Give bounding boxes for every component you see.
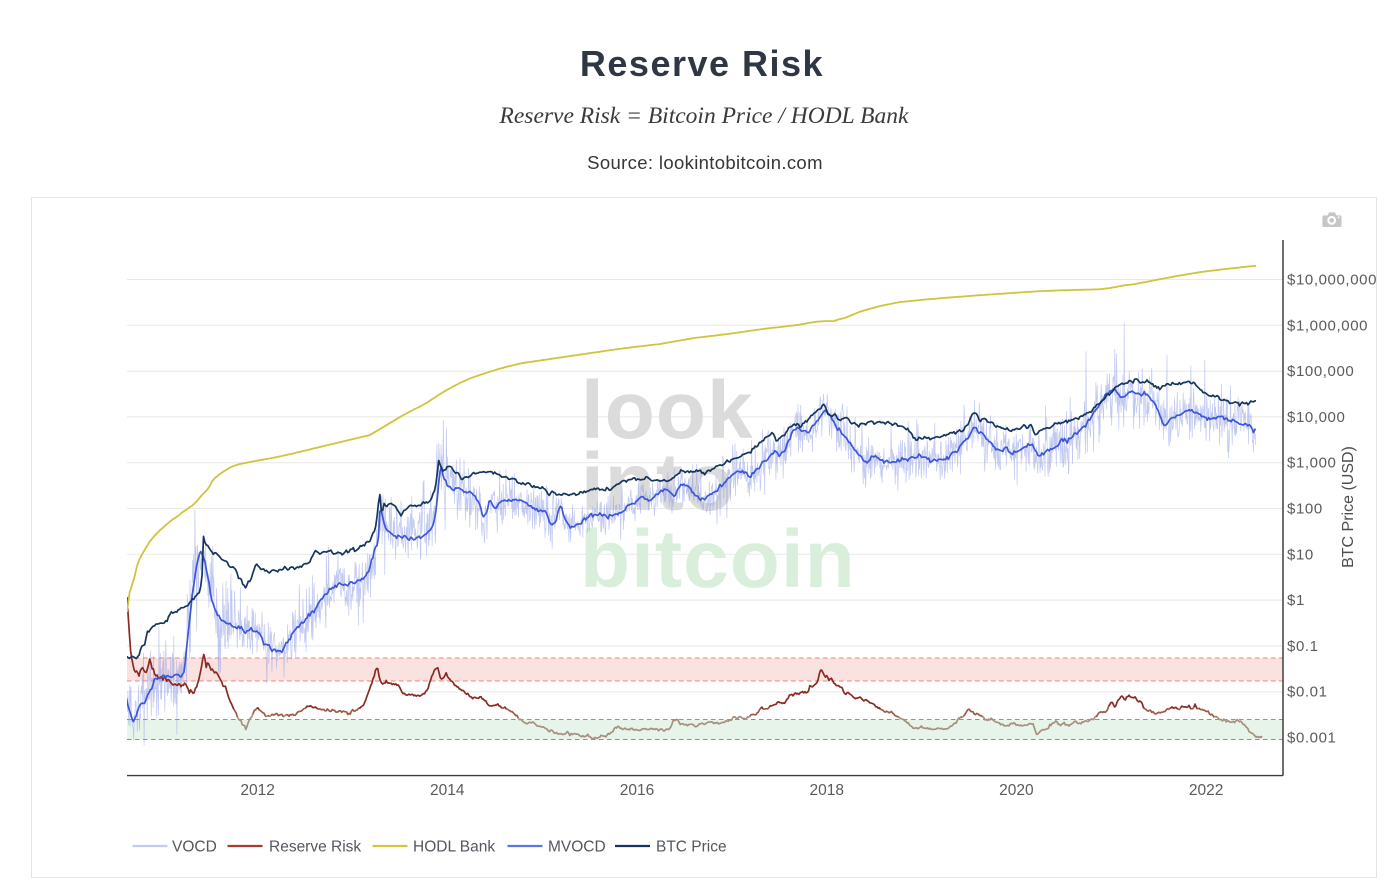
svg-text:HODL Bank: HODL Bank <box>413 839 495 856</box>
svg-text:$100: $100 <box>1287 501 1323 518</box>
svg-text:2014: 2014 <box>430 782 465 799</box>
svg-text:$0.01: $0.01 <box>1287 684 1328 701</box>
svg-text:$10,000: $10,000 <box>1287 409 1345 426</box>
svg-text:Reserve Risk: Reserve Risk <box>580 43 824 84</box>
svg-text:$100,000: $100,000 <box>1287 363 1354 380</box>
svg-text:VOCD: VOCD <box>172 839 217 856</box>
svg-text:MVOCD: MVOCD <box>548 839 606 856</box>
svg-text:$0.1: $0.1 <box>1287 638 1319 655</box>
svg-text:Reserve Risk = Bitcoin Price /: Reserve Risk = Bitcoin Price / HODL Bank <box>499 103 910 129</box>
svg-text:2018: 2018 <box>809 782 843 799</box>
svg-text:2022: 2022 <box>1189 782 1223 799</box>
svg-text:BTC Price: BTC Price <box>656 839 727 856</box>
svg-text:$1: $1 <box>1287 592 1305 609</box>
svg-text:Source: lookintobitcoin.com: Source: lookintobitcoin.com <box>587 152 823 173</box>
svg-text:bitcoin: bitcoin <box>580 514 856 605</box>
svg-text:2012: 2012 <box>240 782 274 799</box>
svg-text:$10,000,000: $10,000,000 <box>1287 272 1377 289</box>
svg-text:2020: 2020 <box>999 782 1034 799</box>
svg-text:$10: $10 <box>1287 546 1314 563</box>
svg-text:look: look <box>581 365 754 456</box>
svg-text:BTC Price (USD): BTC Price (USD) <box>1340 446 1357 568</box>
svg-text:$1,000: $1,000 <box>1287 455 1336 472</box>
svg-text:$0.001: $0.001 <box>1287 730 1336 747</box>
svg-text:Reserve Risk: Reserve Risk <box>269 839 361 856</box>
svg-text:$1,000,000: $1,000,000 <box>1287 317 1368 334</box>
svg-text:2016: 2016 <box>620 782 654 799</box>
